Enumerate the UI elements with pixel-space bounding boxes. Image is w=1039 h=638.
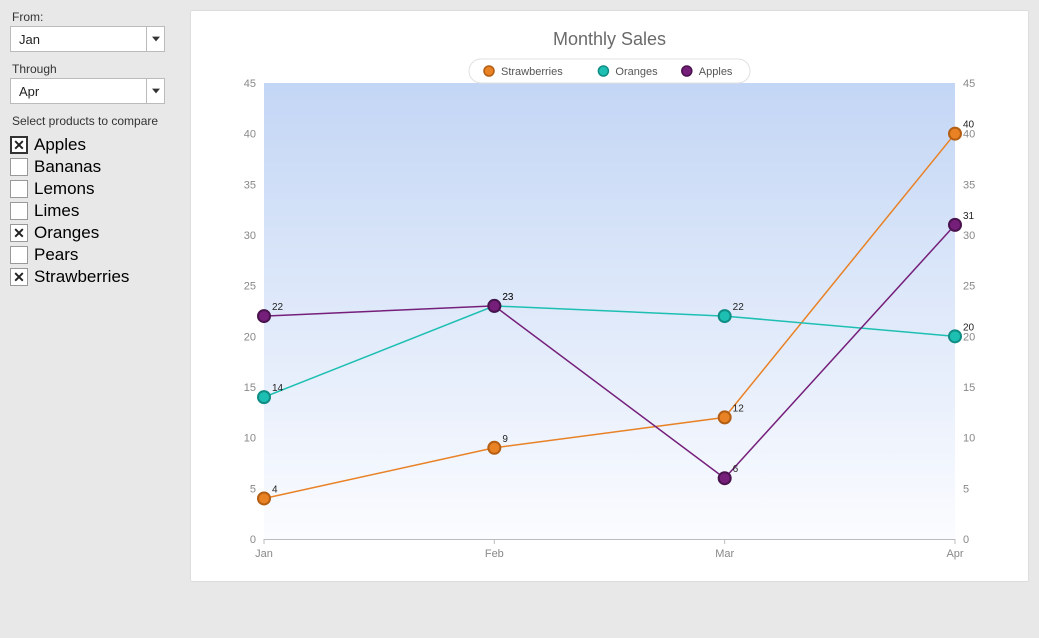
chevron-down-icon	[146, 27, 164, 51]
svg-text:20: 20	[244, 331, 256, 343]
products-filter-title: Select products to compare	[12, 114, 180, 128]
svg-text:10: 10	[244, 433, 256, 445]
from-select-value: Jan	[11, 32, 146, 47]
svg-text:35: 35	[244, 179, 256, 191]
svg-text:14: 14	[272, 383, 284, 394]
filter-sidebar: From: Jan Through Apr Select products to…	[10, 10, 190, 628]
svg-text:Feb: Feb	[485, 548, 504, 560]
checkbox-pears[interactable]: Pears	[10, 244, 180, 266]
svg-text:5: 5	[963, 483, 969, 495]
svg-text:4: 4	[272, 484, 278, 495]
checkbox-box	[10, 158, 28, 176]
svg-text:15: 15	[244, 382, 256, 394]
monthly-sales-chart: Monthly Sales 0 0 5 5 10 10 15 15 20 20 25 25 30 30 35 3…	[209, 23, 1010, 569]
svg-text:9: 9	[502, 434, 508, 445]
chevron-down-icon	[146, 79, 164, 103]
checkbox-lemons[interactable]: Lemons	[10, 178, 180, 200]
svg-text:31: 31	[963, 211, 975, 222]
svg-text:Strawberries: Strawberries	[501, 66, 563, 78]
svg-text:10: 10	[963, 433, 975, 445]
checkbox-label: Pears	[34, 245, 78, 265]
svg-text:40: 40	[963, 120, 975, 131]
svg-text:5: 5	[250, 483, 256, 495]
checkbox-box	[10, 180, 28, 198]
svg-text:12: 12	[733, 403, 745, 414]
from-label: From:	[12, 10, 180, 24]
from-select[interactable]: Jan	[10, 26, 165, 52]
svg-text:Jan: Jan	[255, 548, 273, 560]
svg-text:Monthly Sales: Monthly Sales	[553, 29, 666, 49]
checkbox-limes[interactable]: Limes	[10, 200, 180, 222]
svg-text:25: 25	[963, 281, 975, 293]
checkbox-label: Strawberries	[34, 267, 129, 287]
svg-text:30: 30	[963, 230, 975, 242]
svg-text:23: 23	[502, 292, 514, 303]
svg-text:45: 45	[963, 78, 975, 90]
svg-text:22: 22	[733, 302, 745, 313]
checkbox-label: Limes	[34, 201, 79, 221]
checkbox-bananas[interactable]: Bananas	[10, 156, 180, 178]
checkbox-box: ✕	[10, 224, 28, 242]
svg-text:0: 0	[963, 534, 969, 546]
svg-text:25: 25	[244, 281, 256, 293]
checkbox-label: Lemons	[34, 179, 94, 199]
page-root: From: Jan Through Apr Select products to…	[0, 0, 1039, 638]
products-list: ✕ ApplesBananasLemonsLimes ✕ OrangesPears ✕ S…	[10, 134, 180, 288]
checkbox-box	[10, 246, 28, 264]
checkbox-oranges[interactable]: ✕ Oranges	[10, 222, 180, 244]
svg-text:0: 0	[250, 534, 256, 546]
svg-text:45: 45	[244, 78, 256, 90]
svg-text:Mar: Mar	[715, 548, 734, 560]
checkbox-apples[interactable]: ✕ Apples	[10, 134, 180, 156]
svg-text:Oranges: Oranges	[615, 66, 658, 78]
through-label: Through	[12, 62, 180, 76]
svg-text:40: 40	[244, 129, 256, 141]
through-select[interactable]: Apr	[10, 78, 165, 104]
checkbox-box: ✕	[10, 268, 28, 286]
svg-text:20: 20	[963, 322, 975, 333]
checkbox-box: ✕	[10, 136, 28, 154]
checkbox-label: Apples	[34, 135, 86, 155]
svg-text:6: 6	[733, 464, 739, 475]
checkbox-label: Oranges	[34, 223, 99, 243]
svg-text:22: 22	[272, 302, 284, 313]
checkbox-box	[10, 202, 28, 220]
svg-text:Apr: Apr	[946, 548, 963, 560]
chart-panel: Monthly Sales 0 0 5 5 10 10 15 15 20 20 25 25 30 30 35 3…	[190, 10, 1029, 582]
svg-text:Apples: Apples	[699, 66, 733, 78]
svg-text:30: 30	[244, 230, 256, 242]
through-select-value: Apr	[11, 84, 146, 99]
svg-text:15: 15	[963, 382, 975, 394]
checkbox-label: Bananas	[34, 157, 101, 177]
checkbox-strawberries[interactable]: ✕ Strawberries	[10, 266, 180, 288]
svg-text:35: 35	[963, 179, 975, 191]
